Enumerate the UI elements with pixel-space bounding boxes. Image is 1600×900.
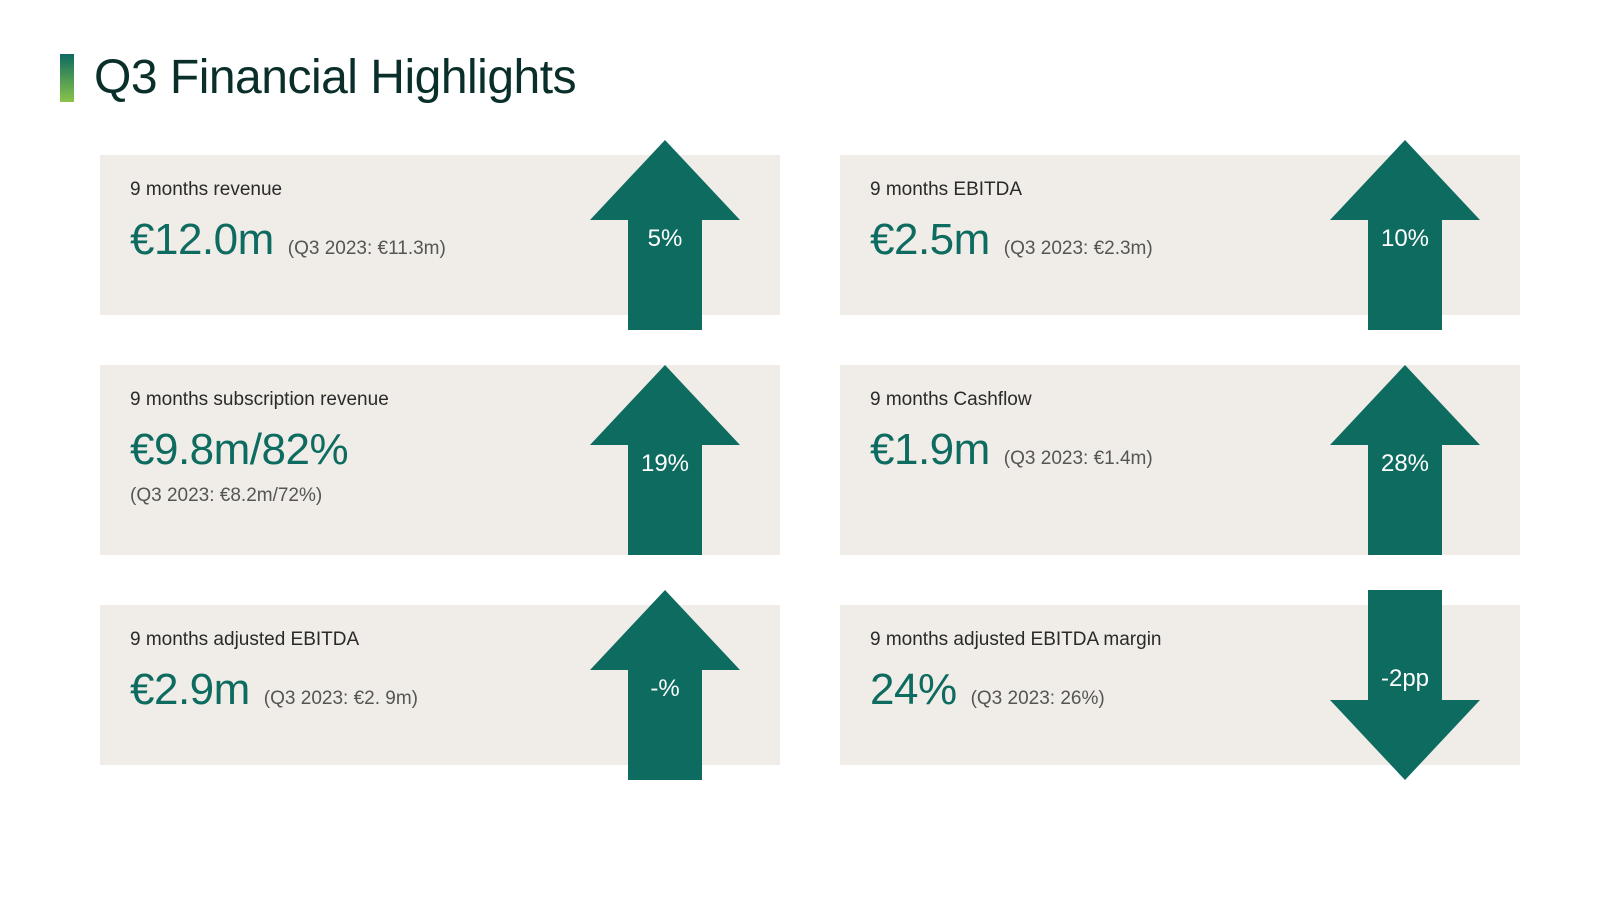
- metric-comparison: (Q3 2023: €1.4m): [1004, 448, 1153, 470]
- arrow-up-icon: 10%: [1330, 140, 1480, 330]
- metric-comparison: (Q3 2023: €2.3m): [1004, 238, 1153, 260]
- metric-value: €2.5m: [870, 215, 990, 265]
- page-title: Q3 Financial Highlights: [94, 50, 576, 105]
- metric-card: 9 months adjusted EBITDA margin24%(Q3 20…: [840, 605, 1520, 765]
- page: Q3 Financial Highlights 9 months revenue…: [0, 0, 1600, 805]
- metric-card: 9 months adjusted EBITDA€2.9m(Q3 2023: €…: [100, 605, 780, 765]
- arrow-change-label: -2pp: [1381, 665, 1429, 693]
- metric-value: 24%: [870, 665, 957, 715]
- metric-comparison: (Q3 2023: 26%): [971, 688, 1105, 710]
- metric-card: 9 months EBITDA€2.5m(Q3 2023: €2.3m)10%: [840, 155, 1520, 315]
- arrow-up-icon: 19%: [590, 365, 740, 555]
- arrow-change-label: 10%: [1381, 225, 1429, 253]
- arrow-up-icon: 5%: [590, 140, 740, 330]
- metric-value: €12.0m: [130, 215, 274, 265]
- metric-card: 9 months Cashflow€1.9m(Q3 2023: €1.4m)28…: [840, 365, 1520, 555]
- metric-card: 9 months revenue€12.0m(Q3 2023: €11.3m)5…: [100, 155, 780, 315]
- metric-value: €9.8m/82%: [130, 425, 348, 475]
- arrow-change-label: 28%: [1381, 450, 1429, 478]
- metrics-grid: 9 months revenue€12.0m(Q3 2023: €11.3m)5…: [60, 155, 1530, 765]
- metric-comparison: (Q3 2023: €11.3m): [288, 238, 446, 260]
- title-accent-bar: [60, 54, 74, 102]
- metric-value: €1.9m: [870, 425, 990, 475]
- metric-value: €2.9m: [130, 665, 250, 715]
- arrow-down-icon: -2pp: [1330, 590, 1480, 780]
- arrow-change-label: 5%: [648, 225, 683, 253]
- arrow-up-icon: 28%: [1330, 365, 1480, 555]
- arrow-up-icon: -%: [590, 590, 740, 780]
- metric-card: 9 months subscription revenue€9.8m/82%(Q…: [100, 365, 780, 555]
- arrow-change-label: 19%: [641, 450, 689, 478]
- metric-comparison: (Q3 2023: €2. 9m): [264, 688, 418, 710]
- title-row: Q3 Financial Highlights: [60, 50, 1530, 105]
- arrow-change-label: -%: [650, 675, 679, 703]
